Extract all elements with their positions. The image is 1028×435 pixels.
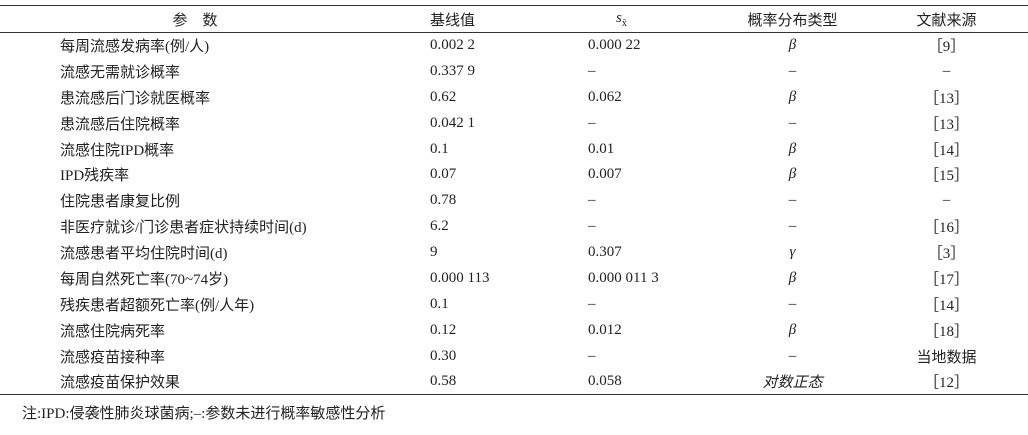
table-cell: 0.337 9: [430, 62, 475, 79]
header-cell: 文献来源: [916, 12, 977, 29]
table-cell: ［18］: [923, 323, 969, 340]
table-cell: 0.002 2: [430, 37, 475, 54]
header-cell: 基线值: [430, 12, 476, 29]
table-cell: –: [588, 114, 596, 131]
table-cell: 患流感后住院概率: [60, 116, 181, 133]
table-cell: 0.000 113: [430, 269, 490, 286]
table-cell: 0.07: [430, 166, 457, 183]
table-row: 住院患者康复比例 0.78 – – –: [0, 188, 1028, 214]
header-text: s: [616, 9, 622, 26]
table-cell: 0.000 011 3: [588, 269, 659, 286]
table-cell: –: [788, 114, 797, 131]
table-cell: β: [788, 166, 797, 183]
table-cell: 0.042 1: [430, 114, 475, 131]
table-cell: 0.12: [430, 321, 457, 338]
table-cell: 流感无需就诊概率: [60, 64, 181, 81]
table-cell: 6.2: [430, 218, 449, 235]
table-row: 流感疫苗保护效果 0.58 0.058 对数正态 ［12］: [0, 369, 1028, 395]
table-cell: β: [788, 321, 797, 338]
table-row: 非医疗就诊/门诊患者症状持续时间(d) 6.2 – – ［16］: [0, 214, 1028, 240]
table-cell: 0.007: [588, 166, 622, 183]
table-cell: –: [788, 62, 797, 79]
table-cell: 0.307: [588, 244, 622, 261]
table-cell: 流感住院IPD概率: [60, 142, 175, 159]
table-row: 每周流感发病率(例/人) 0.002 2 0.000 22 β ［9］: [0, 33, 1028, 59]
table-cell: ［16］: [923, 220, 969, 237]
table-cell: 非医疗就诊/门诊患者症状持续时间(d): [60, 220, 307, 237]
table-cell: –: [942, 192, 951, 209]
table-cell: 对数正态: [762, 375, 823, 392]
table-cell: ［13］: [923, 116, 969, 133]
table-cell: –: [788, 295, 797, 312]
table-cell: ［14］: [923, 297, 969, 314]
table-row: 流感疫苗接种率 0.30 – – 当地数据: [0, 343, 1028, 369]
table-cell: 当地数据: [916, 349, 977, 366]
table-cell: 0.062: [588, 88, 622, 105]
table-row: 每周自然死亡率(70~74岁) 0.000 113 0.000 011 3 β ［17］: [0, 266, 1028, 292]
header-cell: 概率分布类型: [747, 12, 838, 29]
table-cell: 流感疫苗接种率: [60, 349, 166, 366]
table-cell: ［13］: [923, 90, 969, 107]
table-cell: 0.1: [430, 295, 449, 312]
table-note: 注:IPD:侵袭性肺炎球菌病;–:参数未进行概率敏感性分析: [22, 406, 386, 422]
table-cell: 患流感后门诊就医概率: [60, 90, 211, 107]
table-row: 患流感后住院概率 0.042 1 – – ［13］: [0, 110, 1028, 136]
parameter-table: 参 数 基线值 sx̄ 概率分布类型 文献来源 每周流感发病率(例/人) 0.00…: [0, 5, 1028, 395]
table-cell: 0.058: [588, 373, 622, 390]
table-cell: –: [588, 295, 596, 312]
table-cell: ［9］: [927, 39, 966, 56]
table-cell: 0.000 22: [588, 37, 641, 54]
table-row: 流感患者平均住院时间(d) 9 0.307 γ ［3］: [0, 240, 1028, 266]
table-row: 残疾患者超额死亡率(例/人年) 0.1 – – ［14］: [0, 291, 1028, 317]
table-row: 患流感后门诊就医概率 0.62 0.062 β ［13］: [0, 84, 1028, 110]
table-cell: –: [788, 218, 797, 235]
table-cell: β: [788, 140, 797, 157]
table-cell: ［3］: [927, 246, 966, 263]
table-cell: –: [942, 62, 951, 79]
table-cell: ［12］: [923, 375, 969, 392]
table-row: 流感住院病死率 0.12 0.012 β ［18］: [0, 317, 1028, 343]
table-cell: –: [588, 62, 596, 79]
table-row: 流感住院IPD概率 0.1 0.01 β ［14］: [0, 136, 1028, 162]
table-cell: 0.78: [430, 192, 457, 209]
table-cell: 0.30: [430, 347, 457, 364]
table-cell: –: [588, 347, 596, 364]
table-cell: –: [588, 218, 596, 235]
table-cell: β: [788, 88, 797, 105]
table-cell: 流感疫苗保护效果: [60, 375, 181, 392]
table-cell: β: [788, 37, 797, 54]
header-row: 参 数 基线值 sx̄ 概率分布类型 文献来源: [0, 5, 1028, 33]
table-cell: IPD残疾率: [60, 168, 130, 185]
table-cell: 流感住院病死率: [60, 323, 166, 340]
table-cell: ［17］: [923, 271, 969, 288]
header-cell: 参 数: [172, 12, 218, 29]
table-cell: 每周自然死亡率(70~74岁): [60, 271, 229, 288]
table-row: IPD残疾率 0.07 0.007 β ［15］: [0, 162, 1028, 188]
table-cell: 住院患者康复比例: [60, 194, 181, 211]
table-cell: γ: [789, 244, 796, 261]
table-cell: ［15］: [923, 168, 969, 185]
table-cell: –: [788, 192, 797, 209]
table-cell: –: [588, 192, 596, 209]
table-cell: 0.012: [588, 321, 622, 338]
table-cell: ［14］: [923, 142, 969, 159]
table-cell: β: [788, 269, 797, 286]
table-row: 流感无需就诊概率 0.337 9 – – –: [0, 58, 1028, 84]
table-cell: –: [788, 347, 797, 364]
table-cell: 9: [430, 244, 438, 261]
table-cell: 流感患者平均住院时间(d): [60, 246, 228, 263]
table-cell: 每周流感发病率(例/人): [60, 39, 210, 56]
table-cell: 残疾患者超额死亡率(例/人年): [60, 297, 255, 314]
table-cell: 0.01: [588, 140, 615, 157]
table-cell: 0.62: [430, 88, 457, 105]
header-subscript: x̄: [621, 17, 627, 29]
table-cell: 0.1: [430, 140, 449, 157]
table-cell: 0.58: [430, 373, 457, 390]
header-cell: sx̄: [578, 6, 720, 33]
